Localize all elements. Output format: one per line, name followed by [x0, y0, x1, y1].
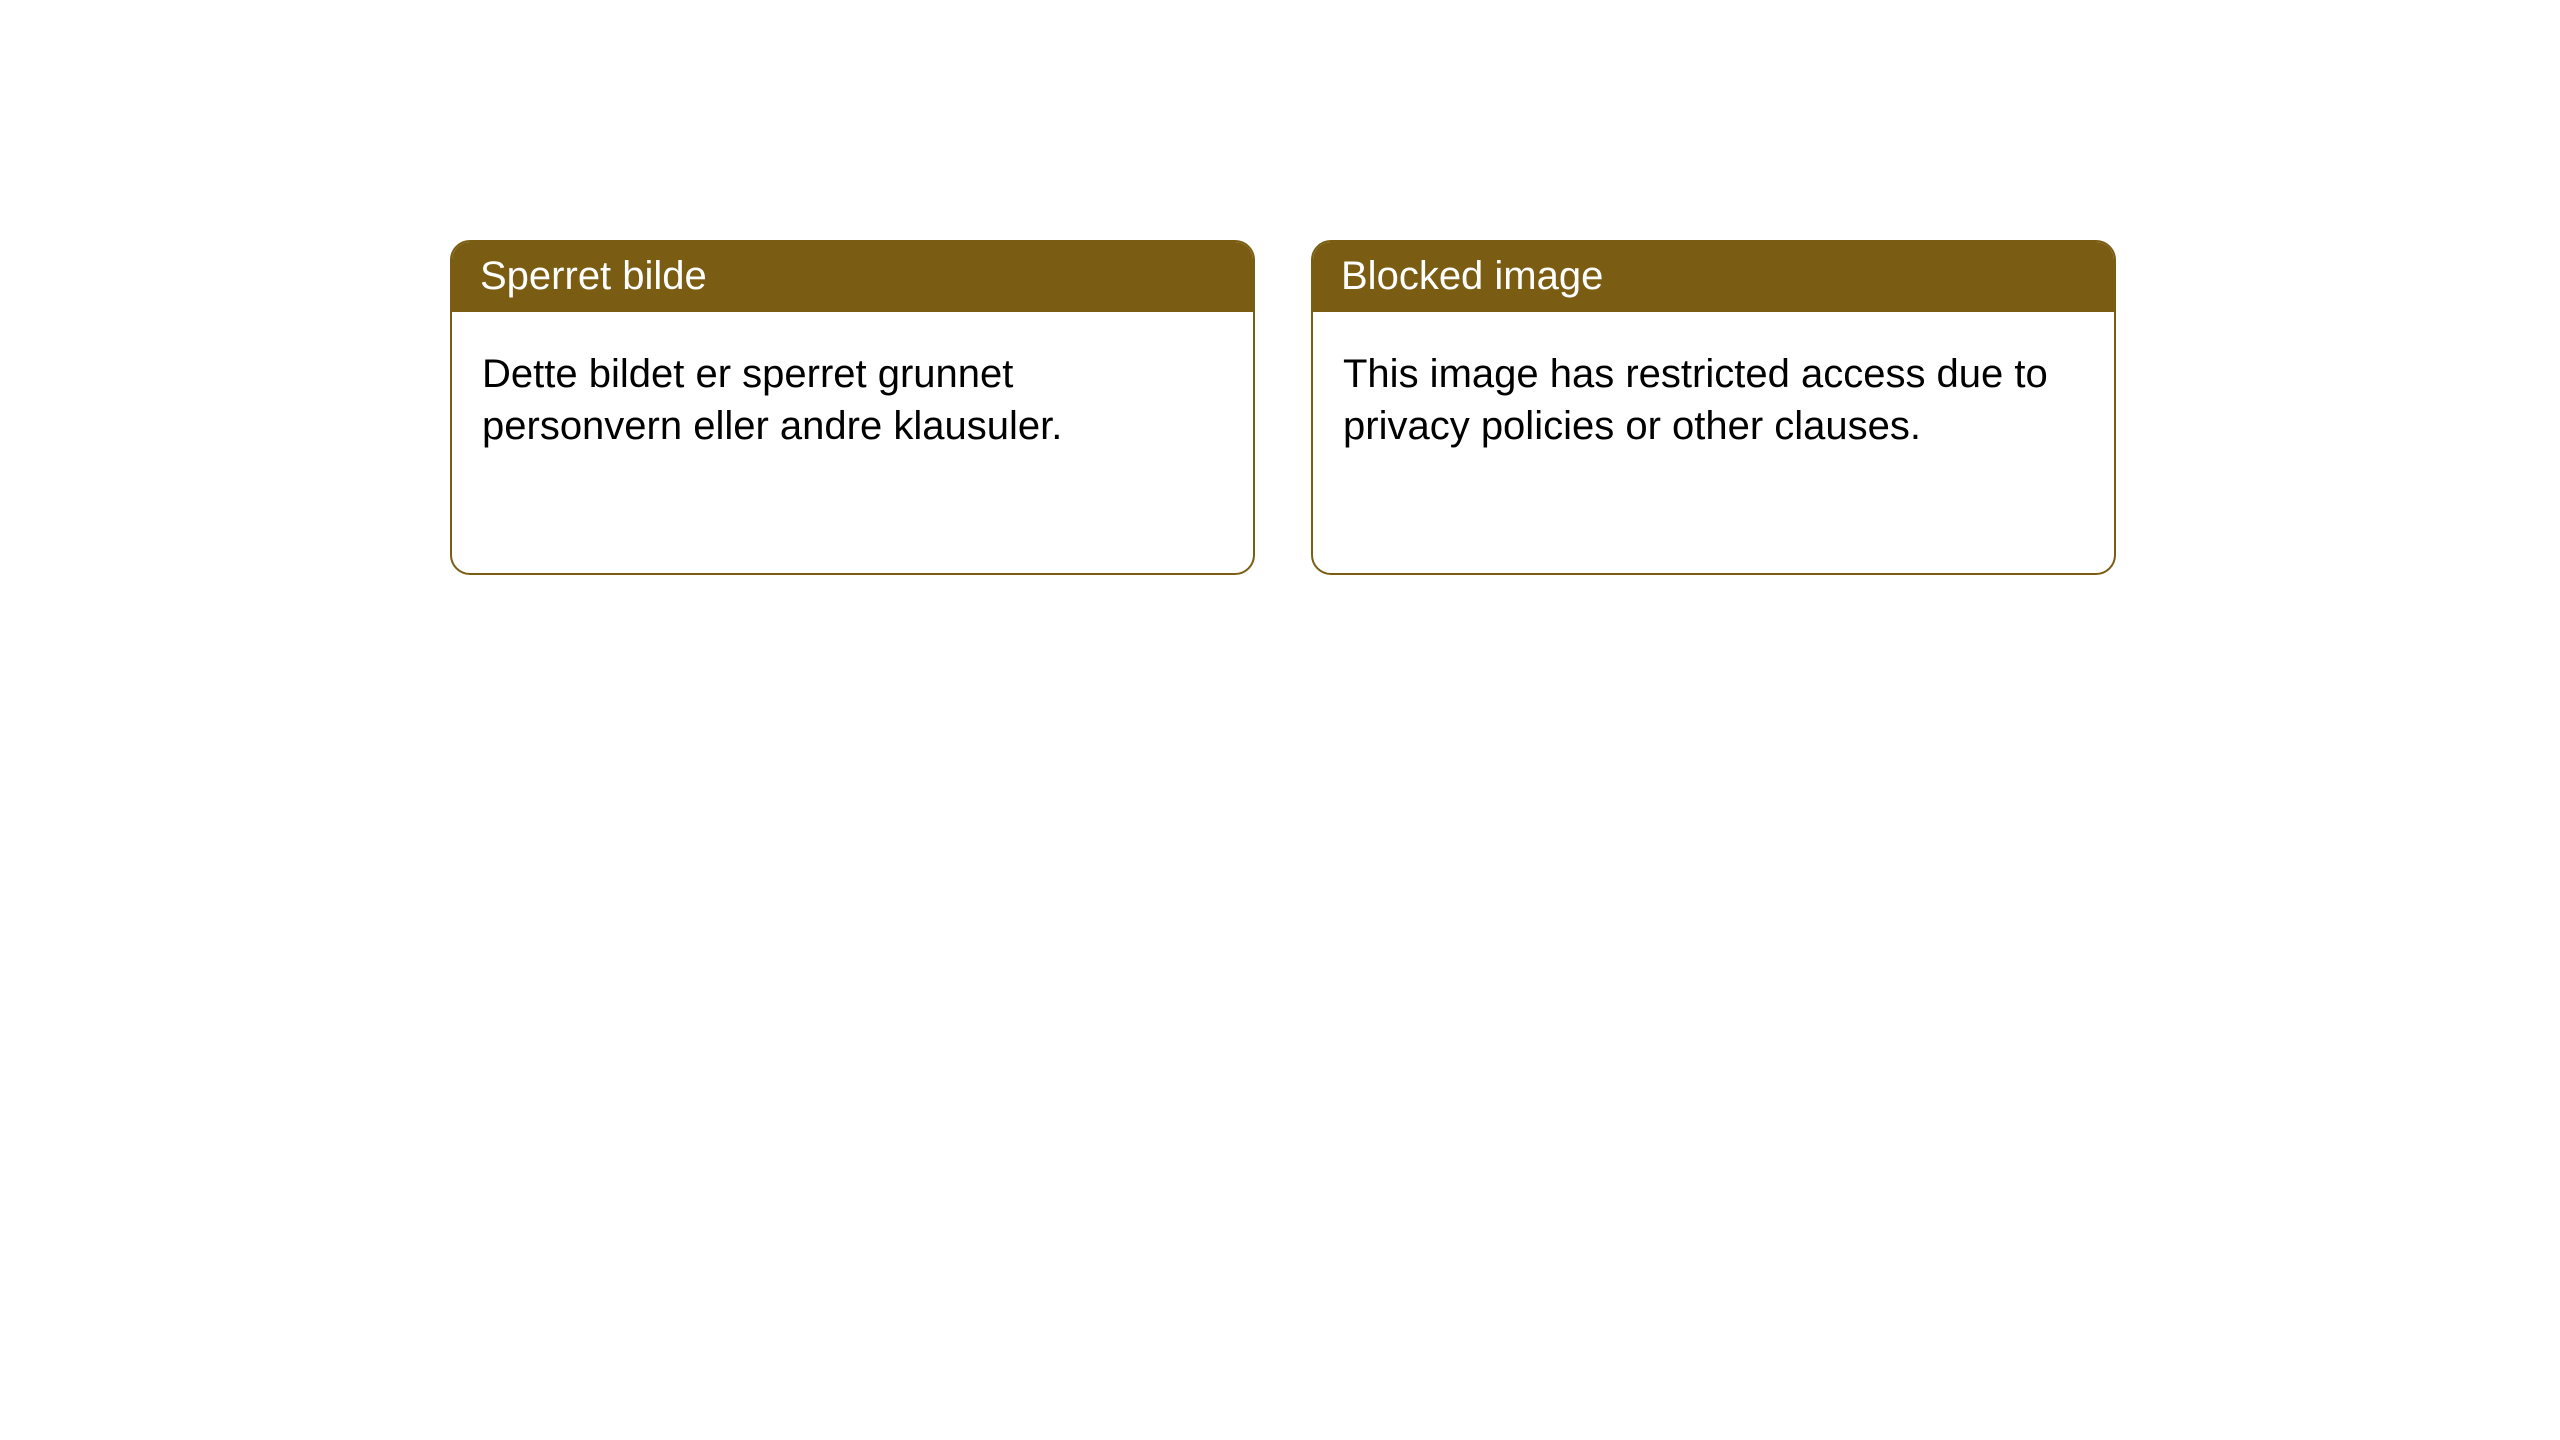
notice-title-english: Blocked image — [1313, 242, 2114, 312]
notice-box-english: Blocked image This image has restricted … — [1311, 240, 2116, 575]
notice-box-norwegian: Sperret bilde Dette bildet er sperret gr… — [450, 240, 1255, 575]
notice-body-english: This image has restricted access due to … — [1313, 312, 2114, 482]
notice-title-norwegian: Sperret bilde — [452, 242, 1253, 312]
notice-body-norwegian: Dette bildet er sperret grunnet personve… — [452, 312, 1253, 482]
notice-container: Sperret bilde Dette bildet er sperret gr… — [0, 0, 2560, 575]
